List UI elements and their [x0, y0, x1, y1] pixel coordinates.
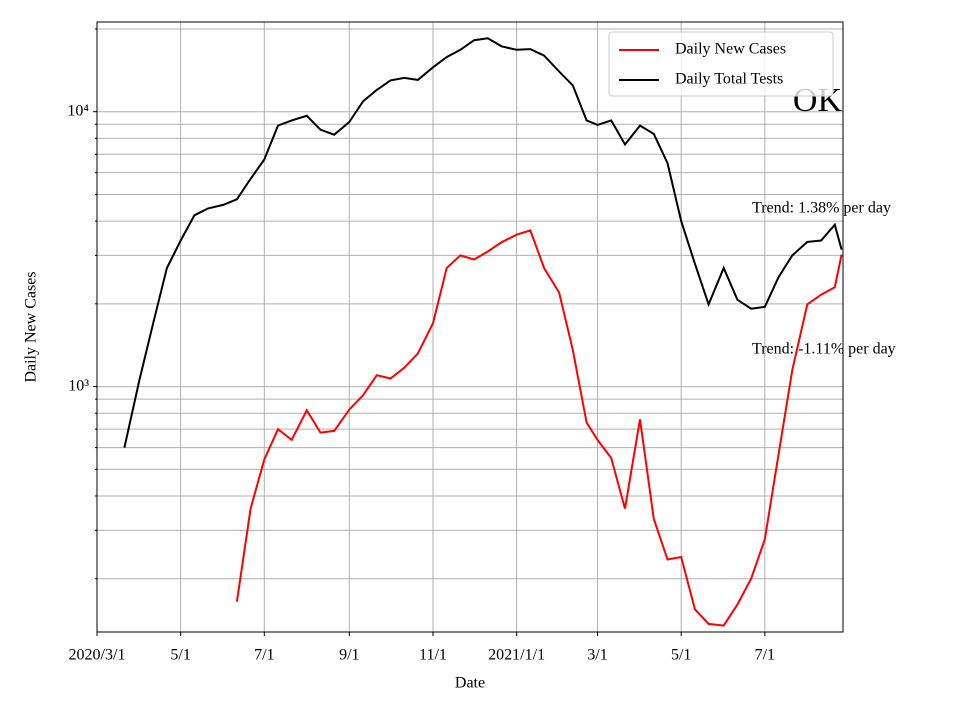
x-tick-label: 2021/1/1	[488, 647, 545, 664]
x-tick-label: 7/1	[254, 647, 274, 664]
annotation: Trend: -1.11% per day	[752, 341, 896, 358]
y-tick-label: 10⁴	[67, 102, 89, 119]
y-tick-label: 10³	[68, 377, 89, 394]
data-line	[235, 229, 843, 627]
x-tick-label: 11/1	[419, 647, 447, 664]
plot-frame	[96, 21, 844, 633]
x-tick-label: 2020/3/1	[69, 647, 126, 664]
plot-area	[123, 37, 843, 627]
x-axis-label: Date	[455, 675, 485, 692]
x-tick-label: 7/1	[755, 647, 775, 664]
legend-label: Daily New Cases	[675, 41, 786, 58]
annotation: Trend: 1.38% per day	[752, 200, 891, 217]
x-tick-label: 3/1	[587, 647, 607, 664]
legend-box	[608, 31, 834, 97]
x-tick-label: 9/1	[339, 647, 359, 664]
y-axis-label: Daily New Cases	[23, 271, 40, 382]
data-line	[123, 37, 843, 448]
x-tick-label: 5/1	[671, 647, 691, 664]
legend-label: Daily Total Tests	[675, 71, 783, 88]
x-tick-label: 5/1	[170, 647, 190, 664]
